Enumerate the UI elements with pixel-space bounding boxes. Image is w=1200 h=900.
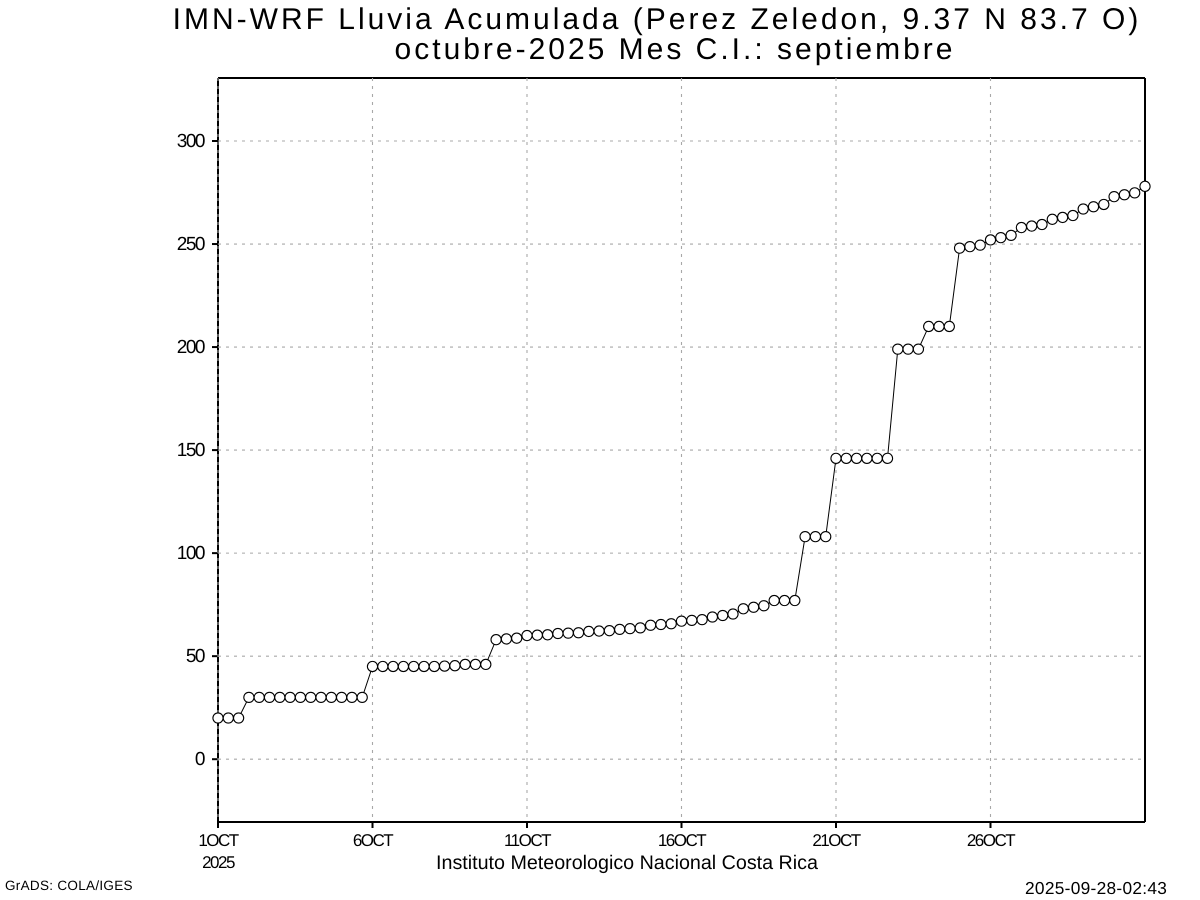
svg-text:21OCT: 21OCT: [812, 831, 860, 850]
svg-text:6OCT: 6OCT: [353, 831, 393, 850]
svg-text:50: 50: [186, 646, 205, 667]
svg-text:16OCT: 16OCT: [658, 831, 706, 850]
svg-text:1OCT: 1OCT: [198, 831, 238, 850]
svg-text:250: 250: [177, 234, 205, 255]
svg-text:11OCT: 11OCT: [504, 831, 551, 850]
svg-text:0: 0: [195, 749, 205, 770]
svg-text:150: 150: [177, 440, 205, 461]
svg-text:200: 200: [177, 337, 205, 358]
svg-text:300: 300: [177, 131, 205, 152]
svg-text:100: 100: [177, 543, 205, 564]
svg-text:26OCT: 26OCT: [967, 831, 1015, 850]
